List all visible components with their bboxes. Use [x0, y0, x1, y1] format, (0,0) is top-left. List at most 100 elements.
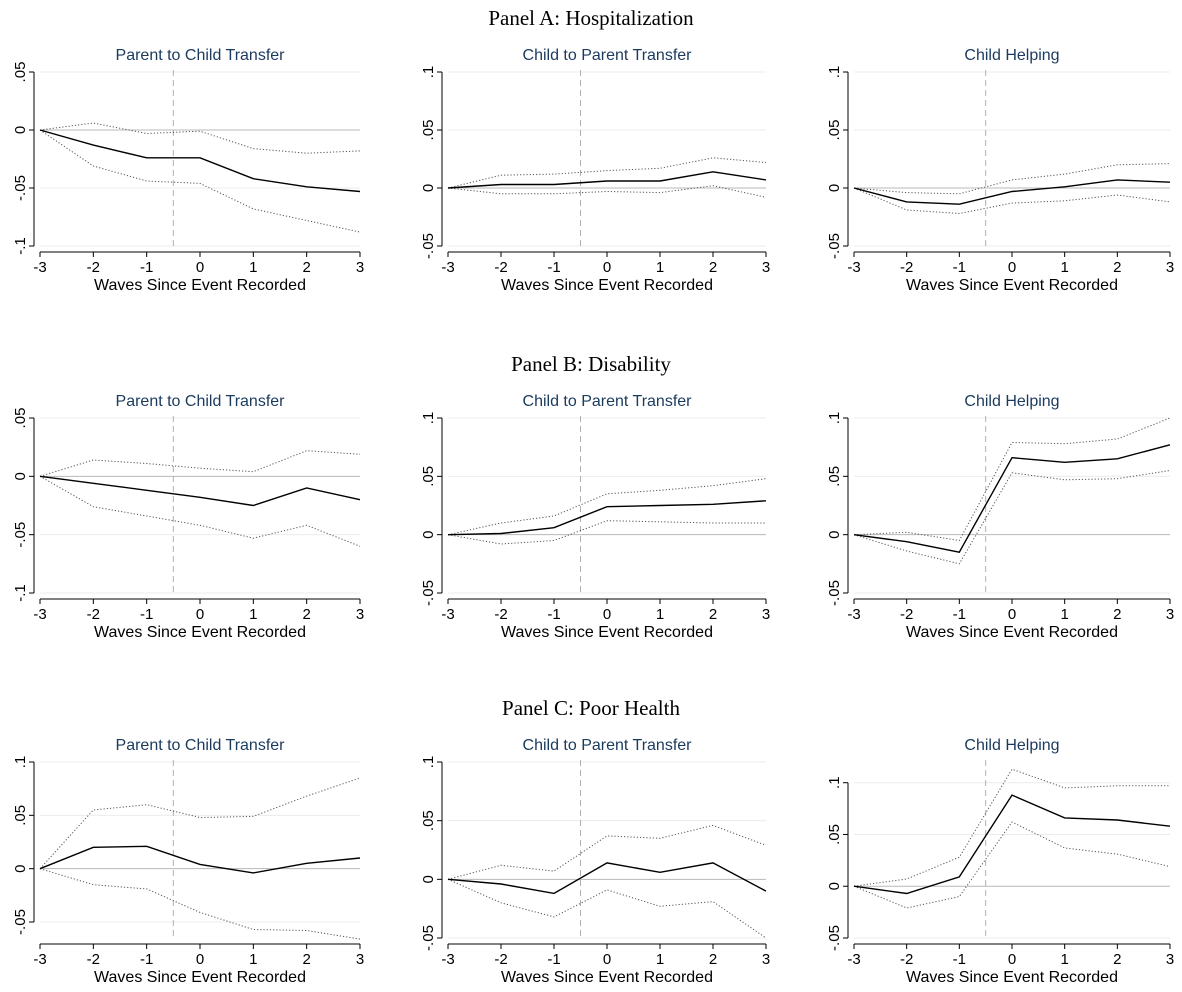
x-tick-label: -3	[847, 259, 860, 276]
x-tick-label: -2	[494, 259, 507, 276]
x-tick-label: 1	[249, 951, 257, 968]
y-tick-label: -.05	[826, 580, 843, 606]
x-tick-label: 3	[762, 606, 770, 623]
ci-lower-line	[853, 187, 1171, 215]
y-tick-label: -.1	[12, 237, 29, 255]
x-tick-label: 3	[1166, 259, 1174, 276]
y-tick-label: .1	[826, 412, 843, 425]
y-tick-label: .05	[826, 466, 843, 487]
x-axis-label: Waves Since Event Recorded	[94, 624, 306, 641]
x-tick-label: -2	[87, 951, 100, 968]
x-tick-label: 1	[249, 259, 257, 276]
y-tick-label: 0	[826, 184, 843, 192]
x-tick-label: -3	[33, 259, 46, 276]
x-tick-label: -3	[441, 259, 454, 276]
x-tick-label: 2	[1113, 951, 1121, 968]
subplot: Child Helping -.05 0 .05 .1 -3 -2 -1 0 1 2 3 Waves S…	[826, 737, 1174, 986]
x-axis-label: Waves Since Event Recorded	[906, 969, 1118, 986]
x-tick-label: -1	[547, 606, 560, 623]
x-tick-label: 1	[656, 259, 664, 276]
x-tick-label: 0	[603, 606, 611, 623]
y-tick-label: -.05	[420, 580, 437, 606]
estimate-line	[39, 475, 361, 507]
ci-upper-line	[39, 777, 361, 870]
y-tick-label: .05	[420, 466, 437, 487]
subplot-title: Child Helping	[964, 47, 1059, 64]
subplot-title: Child to Parent Transfer	[523, 47, 693, 64]
ci-upper-line	[39, 450, 361, 477]
subplot: Parent to Child Transfer -.1 -.05 0 .05 -3 -2 -…	[12, 393, 364, 641]
x-axis-label: Waves Since Event Recorded	[501, 277, 713, 294]
estimate-line	[447, 171, 767, 189]
x-tick-label: -2	[900, 951, 913, 968]
x-tick-label: 3	[762, 259, 770, 276]
ci-upper-line	[39, 122, 361, 154]
subplot-title: Child to Parent Transfer	[523, 393, 693, 410]
x-tick-label: -3	[847, 951, 860, 968]
x-tick-label: 0	[603, 951, 611, 968]
y-tick-label: -.05	[826, 233, 843, 259]
x-tick-label: 3	[356, 606, 364, 623]
estimate-line	[39, 845, 361, 874]
x-tick-label: 2	[302, 951, 310, 968]
y-tick-label: 0	[12, 472, 29, 480]
x-tick-label: 1	[656, 606, 664, 623]
panel-title: Panel B: Disability	[511, 352, 671, 376]
x-axis-label: Waves Since Event Recorded	[906, 277, 1118, 294]
x-tick-label: 3	[1166, 951, 1174, 968]
x-tick-label: 2	[302, 259, 310, 276]
x-tick-label: -3	[847, 606, 860, 623]
ci-lower-line	[39, 868, 361, 940]
x-axis-label: Waves Since Event Recorded	[94, 277, 306, 294]
x-tick-label: 2	[709, 951, 717, 968]
ci-lower-line	[447, 520, 766, 545]
x-tick-label: -1	[547, 259, 560, 276]
estimate-line	[447, 500, 767, 536]
x-axis-label: Waves Since Event Recorded	[501, 969, 713, 986]
y-tick-label: .05	[826, 824, 843, 845]
y-tick-label: -.05	[420, 925, 437, 951]
panel-title: Panel A: Hospitalization	[488, 6, 694, 30]
y-tick-label: -.05	[12, 175, 29, 201]
y-tick-label: .1	[420, 756, 437, 769]
x-tick-label: 2	[709, 606, 717, 623]
y-tick-label: .05	[12, 62, 29, 83]
x-tick-label: -2	[494, 951, 507, 968]
x-tick-label: -3	[33, 951, 46, 968]
x-tick-label: -1	[953, 606, 966, 623]
x-tick-label: 1	[1060, 951, 1068, 968]
y-tick-label: .1	[420, 412, 437, 425]
subplot-title: Child Helping	[964, 737, 1059, 754]
subplot: Child to Parent Transfer -.05 0 .05 .1 -3 -2 -1…	[420, 47, 770, 294]
x-tick-label: -1	[547, 951, 560, 968]
y-tick-label: .05	[420, 120, 437, 141]
panel-title: Panel C: Poor Health	[502, 696, 680, 720]
x-tick-label: 2	[709, 259, 717, 276]
y-tick-label: -.05	[420, 233, 437, 259]
ci-upper-line	[447, 157, 767, 189]
x-tick-label: -2	[900, 606, 913, 623]
x-tick-label: -3	[441, 606, 454, 623]
x-tick-label: -1	[953, 951, 966, 968]
x-tick-label: -2	[87, 606, 100, 623]
y-tick-label: .1	[826, 66, 843, 79]
ci-lower-line	[39, 475, 361, 547]
estimate-line	[853, 444, 1171, 553]
x-tick-label: 1	[1060, 606, 1068, 623]
subplot: Parent to Child Transfer -.1 -.05 0 .05 -3 -2 -…	[12, 47, 364, 294]
ci-lower-line	[447, 878, 767, 939]
subplot: Child to Parent Transfer -.05 0 .05 .1 -3 -2 -1…	[420, 393, 770, 641]
subplot: Child Helping -.05 0 .05 .1 -3 -2 -1 0 1 2 3 Waves S…	[826, 393, 1174, 641]
ci-upper-line	[853, 417, 1171, 542]
subplot-title: Parent to Child Transfer	[116, 47, 286, 64]
y-tick-label: 0	[12, 864, 29, 872]
x-axis-label: Waves Since Event Recorded	[94, 969, 306, 986]
x-tick-label: 1	[1060, 259, 1068, 276]
y-tick-label: .1	[12, 756, 29, 769]
x-tick-label: 1	[249, 606, 257, 623]
x-tick-label: 0	[196, 606, 204, 623]
y-tick-label: 0	[826, 882, 843, 890]
x-tick-label: 0	[1008, 606, 1016, 623]
y-tick-label: 0	[826, 530, 843, 538]
y-tick-label: 0	[420, 875, 437, 883]
